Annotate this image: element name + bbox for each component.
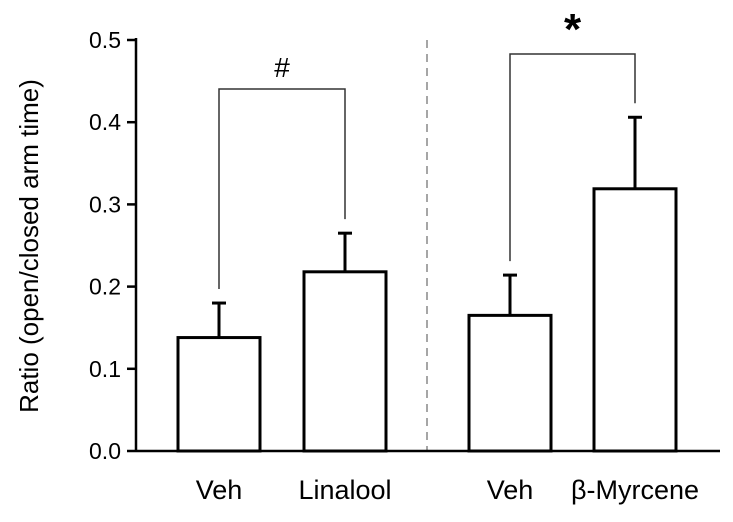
bar-4	[592, 187, 678, 453]
y-tick-label-0: 0.0	[89, 438, 121, 464]
y-tick-label-2: 0.2	[89, 274, 121, 300]
significance-marker-2: *	[564, 5, 582, 54]
y-tick-label-4: 0.4	[89, 109, 121, 135]
significance-marker-1: #	[274, 52, 290, 83]
bar-2	[302, 270, 388, 453]
significance-bracket-2	[509, 53, 636, 262]
category-label-1: Veh	[196, 475, 243, 505]
y-tick-label-1: 0.1	[89, 356, 121, 382]
bar-3	[467, 313, 553, 453]
bar-1	[176, 336, 262, 453]
y-axis-label: Ratio (open/closed arm time)	[14, 79, 44, 413]
category-label-3: Veh	[487, 475, 534, 505]
y-tick-label-3: 0.3	[89, 191, 121, 217]
category-label-4: β-Myrcene	[571, 475, 699, 505]
significance-bracket-1	[218, 88, 346, 290]
category-label-2: Linalool	[298, 475, 391, 505]
y-tick-label-5: 0.5	[89, 27, 121, 53]
